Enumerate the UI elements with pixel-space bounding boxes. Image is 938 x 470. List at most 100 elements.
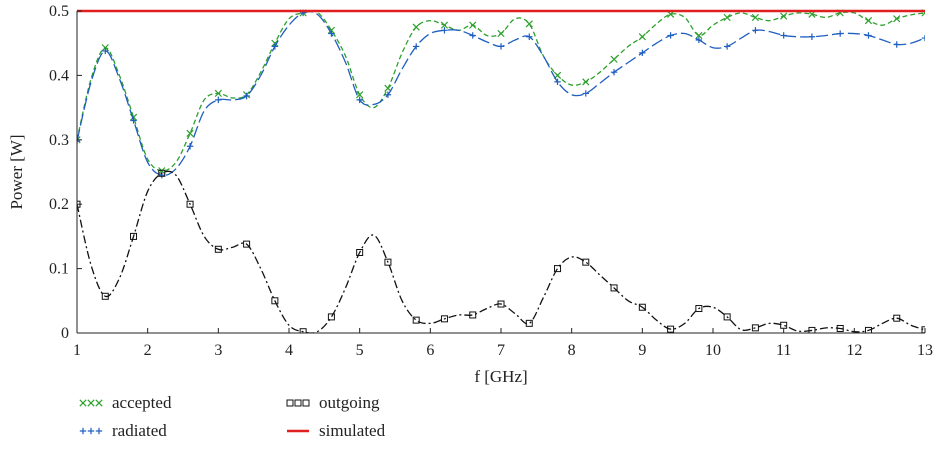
- data-point-radiated: [356, 96, 363, 104]
- data-point-radiated: [780, 32, 787, 39]
- data-point-radiated: [610, 68, 618, 76]
- y-tick-label: 0.4: [49, 67, 69, 84]
- x-tick-label: 12: [846, 342, 862, 359]
- data-point-accepted: [497, 29, 505, 38]
- data-point-radiated: [837, 30, 844, 37]
- legend-swatch: [87, 427, 95, 435]
- data-point-outgoing: [130, 232, 138, 240]
- x-tick-label: 10: [705, 342, 721, 359]
- data-point-accepted: [780, 12, 788, 20]
- legend-item-radiated: radiated: [79, 421, 167, 440]
- data-point-accepted: [384, 84, 392, 92]
- x-tick-label: 13: [917, 342, 933, 359]
- legend-label: radiated: [112, 421, 167, 440]
- data-point-outgoing: [751, 324, 759, 332]
- x-tick-label: 2: [144, 342, 152, 359]
- data-point-accepted: [723, 13, 731, 22]
- x-tick-label: 8: [568, 342, 576, 359]
- legend-swatch: [79, 399, 87, 407]
- data-point-accepted: [582, 78, 590, 86]
- data-point-radiated: [271, 43, 279, 50]
- data-point-outgoing: [299, 328, 307, 333]
- series-line-accepted: [77, 10, 925, 172]
- data-point-outgoing: [723, 313, 731, 321]
- data-point-outgoing: [243, 240, 251, 248]
- data-point-radiated: [808, 33, 816, 40]
- legend-swatch: [95, 399, 103, 407]
- data-point-radiated: [865, 32, 872, 39]
- data-point-accepted: [186, 129, 194, 137]
- data-point-accepted: [638, 33, 646, 41]
- data-point-outgoing: [356, 249, 364, 256]
- data-point-radiated: [639, 49, 646, 57]
- x-tick-label: 1: [73, 342, 81, 359]
- data-point-accepted: [214, 89, 222, 98]
- data-point-outgoing: [893, 314, 901, 322]
- data-point-outgoing: [271, 297, 279, 305]
- data-point-outgoing: [214, 245, 222, 253]
- data-point-outgoing: [158, 169, 166, 177]
- data-point-outgoing: [836, 324, 844, 332]
- data-point-radiated: [497, 43, 505, 50]
- data-point-radiated: [215, 96, 222, 104]
- y-tick-label: 0: [61, 325, 69, 342]
- data-point-radiated: [328, 30, 335, 37]
- data-point-accepted: [77, 136, 81, 144]
- data-point-radiated: [441, 27, 448, 34]
- legend-swatch: [286, 399, 294, 407]
- data-point-outgoing: [864, 326, 872, 333]
- y-axis-label: Power [W]: [7, 134, 26, 209]
- data-point-accepted: [327, 26, 336, 34]
- y-tick-label: 0.2: [49, 196, 69, 213]
- data-point-accepted: [893, 15, 901, 23]
- x-tick-label: 9: [638, 342, 646, 359]
- x-tick-label: 7: [497, 342, 505, 359]
- x-axis-label: f [GHz]: [474, 367, 527, 386]
- data-point-accepted: [101, 44, 109, 52]
- y-tick-label: 0.5: [49, 3, 69, 20]
- data-point-radiated: [130, 117, 137, 124]
- data-point-outgoing: [327, 313, 335, 321]
- data-point-outgoing: [695, 305, 703, 313]
- data-point-outgoing: [101, 292, 109, 300]
- data-point-radiated: [752, 27, 759, 34]
- data-point-accepted: [525, 20, 533, 28]
- data-point-outgoing: [638, 303, 646, 311]
- y-tick-label: 0.3: [49, 132, 69, 149]
- series-line-radiated: [77, 10, 925, 177]
- legend-item-simulated: simulated: [287, 421, 386, 440]
- x-tick-label: 11: [776, 342, 791, 359]
- data-point-radiated: [243, 92, 250, 100]
- data-point-accepted: [695, 31, 703, 40]
- data-point-outgoing: [610, 284, 618, 292]
- data-point-radiated: [554, 78, 561, 86]
- legend-swatch: [79, 427, 87, 435]
- data-point-accepted: [412, 23, 420, 31]
- legend: accepted radiated outgoing simulated: [79, 393, 386, 440]
- legend-swatch: [87, 399, 95, 407]
- legend-swatch: [95, 427, 103, 435]
- data-point-outgoing: [554, 265, 562, 273]
- data-point-radiated: [921, 34, 925, 42]
- legend-item-outgoing: outgoing: [286, 393, 380, 412]
- data-point-outgoing: [384, 258, 392, 266]
- data-point-radiated: [893, 41, 900, 48]
- legend-label: outgoing: [319, 393, 380, 412]
- x-tick-label: 6: [426, 342, 434, 359]
- data-point-radiated: [526, 33, 533, 40]
- data-point-radiated: [667, 32, 674, 39]
- data-point-radiated: [186, 143, 194, 150]
- data-point-accepted: [610, 55, 618, 63]
- data-point-accepted: [440, 21, 449, 29]
- data-point-outgoing: [667, 325, 675, 333]
- legend-swatch: [294, 399, 302, 407]
- x-tick-label: 3: [214, 342, 222, 359]
- data-point-accepted: [356, 91, 364, 99]
- series-outgoing: [77, 169, 925, 333]
- data-point-radiated: [695, 36, 703, 44]
- data-point-outgoing: [582, 258, 590, 266]
- data-point-outgoing: [525, 319, 533, 327]
